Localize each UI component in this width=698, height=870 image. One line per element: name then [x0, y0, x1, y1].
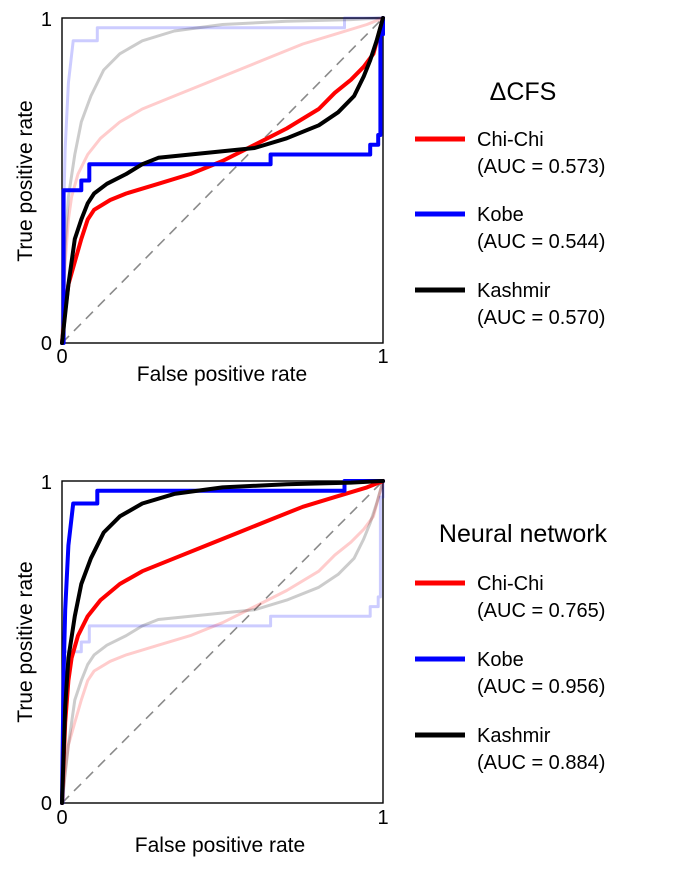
roc-curve-kashmir — [60, 16, 385, 345]
plot-frame — [61, 17, 384, 344]
legend-title: Neural network — [439, 520, 608, 548]
legend-auc-kobe: (AUC = 0.544) — [477, 231, 605, 253]
x-tick-max: 1 — [377, 807, 388, 829]
main-curves — [60, 479, 385, 805]
main-curves — [60, 16, 385, 345]
roc-curve-kobe — [60, 16, 385, 345]
legend-title: ΔCFS — [490, 78, 557, 106]
legend: ΔCFS Chi-Chi (AUC = 0.573) Kobe (AUC = 0… — [415, 78, 605, 329]
legend-label-chi-chi: Chi-Chi — [477, 573, 544, 595]
chance-diagonal — [61, 17, 384, 344]
y-axis-label: True positive rate — [14, 100, 37, 261]
faded-roc-curve-chi-chi — [60, 479, 385, 805]
y-tick-min: 0 — [41, 793, 52, 815]
legend-label-kobe: Kobe — [477, 204, 524, 226]
neural-network-roc-panel: 1 0 0 1 False positive rate True positiv… — [14, 472, 608, 857]
delta-cfs-roc-panel: 1 0 0 1 False positive rate True positiv… — [14, 9, 605, 386]
x-axis-label: False positive rate — [135, 834, 305, 857]
roc-curve-kobe — [60, 479, 385, 805]
x-tick-min: 0 — [56, 346, 67, 368]
legend-label-kashmir: Kashmir — [477, 725, 551, 747]
y-tick-min: 0 — [41, 333, 52, 355]
legend-label-chi-chi: Chi-Chi — [477, 129, 544, 151]
roc-curve-kashmir — [60, 479, 385, 805]
plot-frame — [61, 480, 384, 804]
faded-roc-curve-chi-chi — [60, 16, 385, 345]
legend-auc-kashmir: (AUC = 0.570) — [477, 307, 605, 329]
legend-auc-kobe: (AUC = 0.956) — [477, 676, 605, 698]
faded-roc-curve-kashmir — [60, 479, 385, 805]
legend: Neural network Chi-Chi (AUC = 0.765) Kob… — [415, 520, 608, 774]
legend-label-kashmir: Kashmir — [477, 280, 551, 302]
roc-curve-chi-chi — [60, 479, 385, 805]
legend-auc-chi-chi: (AUC = 0.765) — [477, 600, 605, 622]
x-axis-label: False positive rate — [137, 363, 307, 386]
y-axis-label: True positive rate — [14, 561, 37, 722]
y-tick-max: 1 — [41, 472, 52, 494]
roc-curve-chi-chi — [60, 16, 385, 345]
legend-auc-kashmir: (AUC = 0.884) — [477, 752, 605, 774]
x-tick-max: 1 — [377, 346, 388, 368]
legend-auc-chi-chi: (AUC = 0.573) — [477, 156, 605, 178]
faded-roc-curve-kobe — [60, 16, 385, 345]
x-tick-min: 0 — [56, 807, 67, 829]
legend-label-kobe: Kobe — [477, 649, 524, 671]
y-tick-max: 1 — [41, 9, 52, 31]
chance-diagonal — [61, 480, 384, 804]
